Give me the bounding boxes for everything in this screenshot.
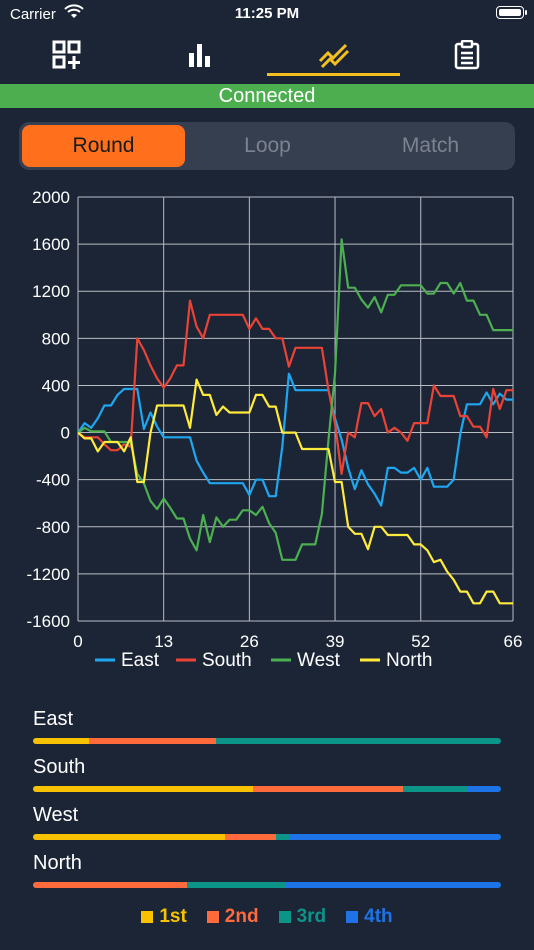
qr-add-icon [52, 40, 80, 69]
placement-segment-fourth [468, 786, 501, 792]
y-tick-label: -1200 [27, 565, 70, 584]
y-tick-label: -1600 [27, 612, 70, 631]
legend-label-south: South [202, 650, 252, 671]
y-tick-label: 1200 [32, 282, 70, 301]
tab-log[interactable] [400, 30, 533, 80]
x-tick-label: 52 [411, 632, 430, 651]
placement-segment-third [215, 738, 501, 744]
legend-item-1st: 1st [141, 906, 187, 928]
placement-row-north: North [33, 852, 501, 888]
series-line-north [77, 378, 513, 605]
tab-qr-add[interactable] [0, 30, 133, 80]
placement-row-label: West [33, 804, 79, 826]
legend-swatch-2nd [206, 911, 219, 923]
placement-bar [33, 738, 501, 744]
line-chart-icon [318, 43, 349, 69]
placement-row-label: North [33, 852, 82, 874]
series-line-west [77, 238, 513, 561]
bar-chart-icon [188, 44, 210, 67]
clock: 11:25 PM [234, 5, 300, 22]
placement-legend: 1st 2nd 3rd 4th [0, 906, 534, 928]
y-tick-label: 2000 [32, 188, 70, 207]
legend-label-4th: 4th [364, 906, 393, 927]
legend-swatch-4th [346, 911, 359, 923]
y-tick-label: 1600 [32, 235, 70, 254]
segment-match[interactable]: Match [401, 134, 460, 157]
legend-label-3rd: 3rd [296, 906, 327, 927]
placement-row-east: East [33, 708, 501, 744]
connection-status-banner: Connected [0, 84, 534, 108]
legend-item-3rd: 3rd [278, 906, 327, 928]
y-tick-label: -400 [36, 471, 70, 490]
legend-swatch-1st [141, 911, 154, 923]
placement-row-west: West [33, 804, 501, 840]
placement-bar [33, 882, 501, 888]
view-segmented-control: Round Loop Match [19, 122, 515, 170]
x-tick-label: 39 [326, 632, 345, 651]
clipboard-icon [454, 40, 479, 70]
legend-item-2nd: 2nd [206, 906, 259, 928]
x-tick-label: 0 [73, 632, 82, 651]
x-tick-label: 13 [154, 632, 173, 651]
y-tick-label: 400 [42, 376, 70, 395]
legend-label-west: West [297, 650, 341, 671]
placement-segment-third [402, 786, 469, 792]
wifi-icon [64, 4, 84, 18]
placement-segment-second [89, 738, 216, 744]
legend-label-2nd: 2nd [224, 906, 259, 927]
carrier-label: Carrier [10, 6, 56, 23]
status-bar: Carrier 11:25 PM [0, 0, 534, 28]
battery-icon [496, 6, 527, 19]
placement-segment-first [33, 786, 253, 792]
placement-segment-fourth [285, 882, 501, 888]
placement-segment-second [252, 786, 403, 792]
placement-row-south: South [33, 756, 501, 792]
legend-label-1st: 1st [159, 906, 187, 927]
active-tab-indicator [267, 73, 400, 76]
placement-segment-first [33, 738, 90, 744]
placement-row-label: East [33, 708, 74, 730]
y-tick-label: 800 [42, 329, 70, 348]
x-tick-label: 66 [504, 632, 523, 651]
segment-loop[interactable]: Loop [244, 134, 291, 157]
segment-round[interactable]: Round [22, 125, 185, 167]
x-tick-label: 26 [240, 632, 259, 651]
placement-bar [33, 786, 501, 792]
legend-label-east: East [121, 650, 160, 671]
placement-segment-third [187, 882, 286, 888]
tab-trend[interactable] [267, 30, 400, 80]
series-line-east [77, 372, 513, 507]
legend-swatch-3rd [278, 911, 291, 923]
y-tick-label: -800 [36, 518, 70, 537]
placement-segment-second [33, 882, 188, 888]
top-tab-bar [0, 30, 534, 82]
y-tick-label: 0 [61, 424, 70, 443]
tab-stats[interactable] [133, 30, 266, 80]
placement-row-label: South [33, 756, 86, 778]
legend-item-4th: 4th [346, 906, 393, 928]
placement-segment-first [33, 834, 225, 840]
series-line-south [77, 299, 513, 475]
placement-bar [33, 834, 501, 840]
placement-segment-third [276, 834, 291, 840]
placement-segment-fourth [290, 834, 501, 840]
legend-label-north: North [386, 650, 432, 671]
placement-segment-second [224, 834, 277, 840]
